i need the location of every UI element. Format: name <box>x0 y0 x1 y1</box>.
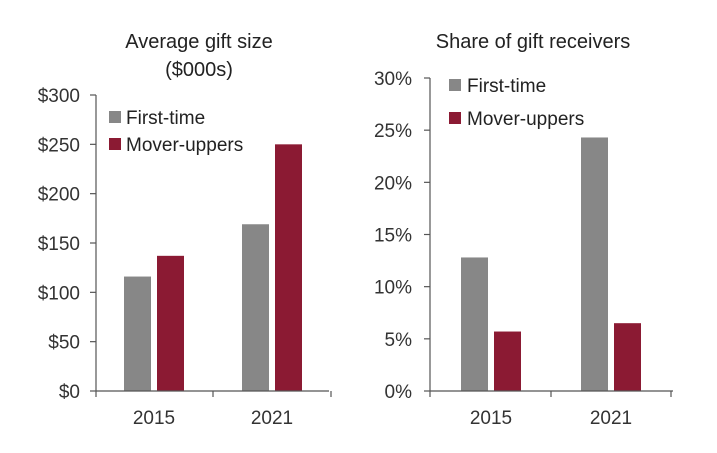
legend-swatch-mover-uppers <box>109 138 121 150</box>
bar-mover-uppers-2015 <box>494 331 521 391</box>
y-tick-label: $50 <box>48 333 80 354</box>
legend-swatch-first-time <box>449 79 461 91</box>
x-tick-label: 2021 <box>590 408 632 429</box>
y-tick-label: $100 <box>38 283 80 304</box>
y-tick-label: 15% <box>374 226 412 247</box>
legend-swatch-first-time <box>109 111 121 123</box>
x-tick-label: 2015 <box>470 408 512 429</box>
bar-mover-uppers-2015 <box>157 255 184 391</box>
y-tick-label: 0% <box>385 382 413 403</box>
y-tick-label: 25% <box>374 121 412 142</box>
legend-label-mover-uppers: Mover-uppers <box>467 109 584 130</box>
y-tick-label: 20% <box>374 173 412 194</box>
y-tick-label: $300 <box>38 86 80 107</box>
chart-title: Average gift size <box>125 31 273 53</box>
legend-swatch-mover-uppers <box>449 112 461 124</box>
bar-mover-uppers-2021 <box>275 144 302 391</box>
y-tick-label: $0 <box>59 382 80 403</box>
bar-first-time-2021 <box>581 137 608 391</box>
bar-first-time-2015 <box>124 276 151 391</box>
chart-share-of-gift-receivers: Share of gift receivers 0% 5% 10% 15% 20% 25%… <box>374 31 673 429</box>
legend: First-time Mover-uppers <box>109 108 243 156</box>
bar-first-time-2021 <box>242 224 269 391</box>
legend: First-time Mover-uppers <box>449 76 584 130</box>
bar-mover-uppers-2021 <box>614 323 641 391</box>
legend-label-first-time: First-time <box>467 76 546 97</box>
y-tick-label: $150 <box>38 234 80 255</box>
chart-average-gift-size: Average gift size ($000s) $0 $50 $100 $150 $… <box>38 31 332 429</box>
x-tick-label: 2021 <box>251 408 293 429</box>
legend-label-mover-uppers: Mover-uppers <box>126 135 243 156</box>
x-tick-label: 2015 <box>133 408 175 429</box>
bar-first-time-2015 <box>461 257 488 391</box>
y-tick-label: $250 <box>38 135 80 156</box>
chart-title: Share of gift receivers <box>436 31 631 53</box>
legend-label-first-time: First-time <box>126 108 205 129</box>
y-tick-label: 30% <box>374 69 412 90</box>
y-tick-label: 10% <box>374 278 412 299</box>
y-tick-label: 5% <box>385 330 413 351</box>
y-tick-label: $200 <box>38 185 80 206</box>
chart-subtitle: ($000s) <box>165 59 233 81</box>
